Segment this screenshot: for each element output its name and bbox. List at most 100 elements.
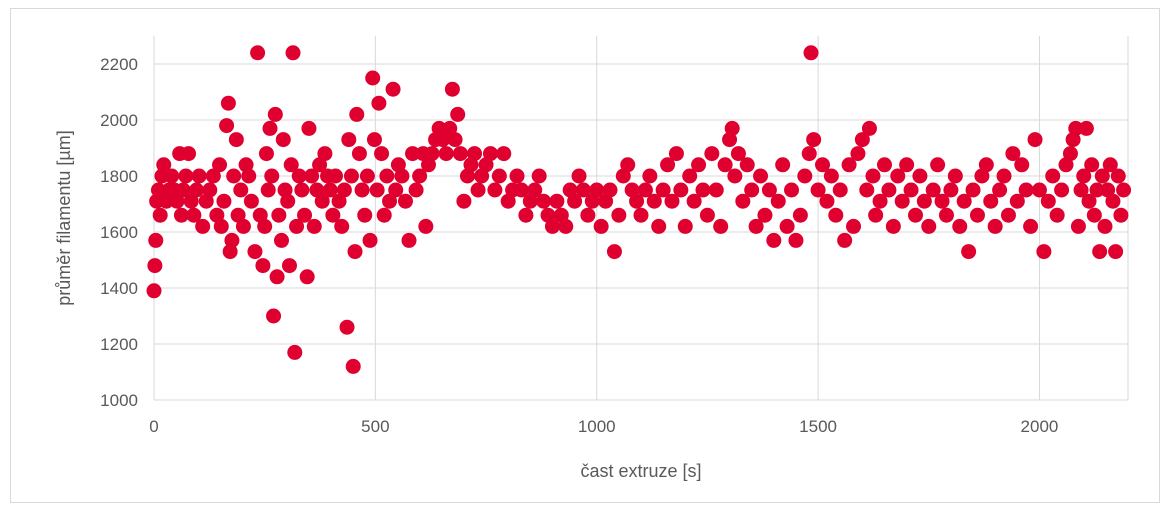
data-point — [301, 120, 317, 136]
data-point — [418, 218, 434, 234]
x-tick-label: 1000 — [578, 417, 616, 436]
data-point — [487, 182, 503, 198]
y-tick-label: 1000 — [100, 391, 138, 410]
data-point — [241, 168, 257, 184]
x-tick-label: 0 — [149, 417, 158, 436]
data-point — [810, 182, 826, 198]
data-point — [828, 207, 844, 223]
data-point — [369, 182, 385, 198]
data-point — [606, 244, 622, 260]
data-point — [365, 70, 381, 86]
data-point — [1062, 146, 1078, 162]
data-point — [1116, 182, 1132, 198]
data-point — [1036, 244, 1052, 260]
x-axis-title: čast extruze [s] — [580, 461, 701, 481]
data-point — [1068, 120, 1084, 136]
data-point — [287, 344, 303, 360]
data-point — [779, 218, 795, 234]
data-point — [823, 168, 839, 184]
data-point — [264, 168, 280, 184]
data-point — [238, 157, 254, 173]
data-point — [837, 232, 853, 248]
data-point — [513, 182, 529, 198]
data-point — [351, 146, 367, 162]
data-point — [322, 182, 338, 198]
data-point — [567, 193, 583, 209]
data-point — [677, 218, 693, 234]
data-point — [181, 146, 197, 162]
data-point — [518, 207, 534, 223]
data-point — [819, 193, 835, 209]
data-point — [846, 218, 862, 234]
data-point — [258, 146, 274, 162]
tick-labels: 1000 1200 1400 1600 1800 2000 2200 0 500 1000 1500… — [100, 55, 1058, 436]
y-tick-label: 2000 — [100, 111, 138, 130]
data-point — [704, 146, 720, 162]
data-point — [832, 182, 848, 198]
data-point — [291, 168, 307, 184]
data-point — [797, 168, 813, 184]
data-point — [1027, 132, 1043, 148]
data-point — [336, 182, 352, 198]
data-point — [885, 218, 901, 234]
data-point — [397, 193, 413, 209]
data-point — [589, 182, 605, 198]
y-tick-label: 1400 — [100, 279, 138, 298]
data-point — [699, 207, 715, 223]
data-point — [531, 168, 547, 184]
data-point — [347, 244, 363, 260]
data-point — [304, 168, 320, 184]
data-point — [156, 157, 172, 173]
data-point — [682, 168, 698, 184]
data-point — [401, 232, 417, 248]
y-tick-label: 1800 — [100, 167, 138, 186]
data-point — [1031, 182, 1047, 198]
data-point — [961, 244, 977, 260]
data-point — [894, 193, 910, 209]
data-point — [673, 182, 689, 198]
x-tick-label: 2000 — [1021, 417, 1059, 436]
data-point — [633, 207, 649, 223]
data-point — [978, 157, 994, 173]
data-point — [435, 132, 451, 148]
data-point — [255, 258, 271, 274]
data-point — [956, 193, 972, 209]
data-point — [247, 244, 263, 260]
data-point — [213, 218, 229, 234]
data-point — [739, 157, 755, 173]
data-point — [735, 193, 751, 209]
data-point — [1110, 168, 1126, 184]
data-point — [189, 182, 205, 198]
data-point — [1097, 218, 1113, 234]
data-point — [1065, 132, 1081, 148]
data-point — [717, 157, 733, 173]
data-point — [294, 182, 310, 198]
data-point — [146, 283, 162, 299]
data-point — [183, 193, 199, 209]
data-points — [146, 45, 1132, 374]
data-point — [220, 95, 236, 111]
y-tick-label: 2200 — [100, 55, 138, 74]
data-point — [784, 182, 800, 198]
data-point — [992, 182, 1008, 198]
data-point — [235, 218, 251, 234]
data-point — [1073, 182, 1089, 198]
data-point — [267, 106, 283, 122]
data-point — [169, 193, 185, 209]
data-point — [359, 168, 375, 184]
data-point — [921, 218, 937, 234]
data-point — [965, 182, 981, 198]
data-point — [394, 168, 410, 184]
data-point — [158, 193, 174, 209]
data-point — [385, 81, 401, 97]
data-point — [713, 218, 729, 234]
data-point — [549, 193, 565, 209]
data-point — [803, 45, 819, 61]
data-point — [925, 182, 941, 198]
data-point — [952, 218, 968, 234]
data-point — [408, 182, 424, 198]
data-point — [722, 132, 738, 148]
data-point — [854, 132, 870, 148]
data-point — [195, 218, 211, 234]
